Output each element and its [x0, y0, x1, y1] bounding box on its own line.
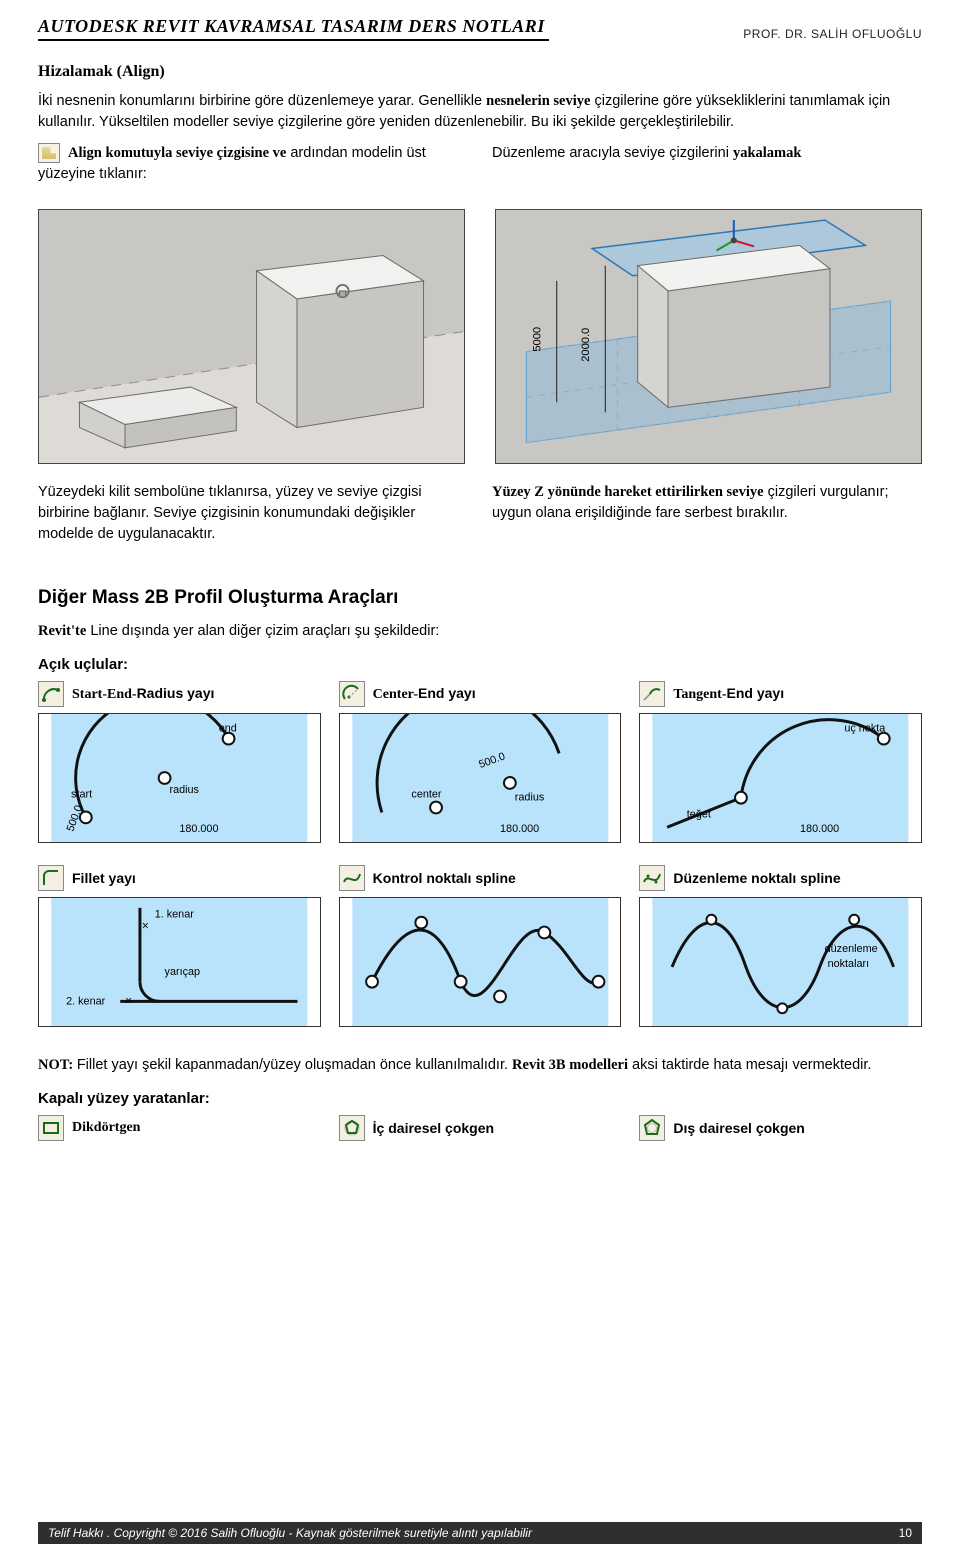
caption-right-bold: Yüzey Z yönünde hareket ettirilirken sev…	[492, 484, 764, 500]
cube	[638, 245, 830, 407]
section-title-align: Hizalamak (Align)	[38, 63, 922, 81]
figure-align-before	[38, 209, 465, 464]
closed-tools-row: Dikdörtgen İç dairesel çokgen Dış daires…	[38, 1115, 922, 1147]
tool-label: End yayı	[727, 685, 785, 701]
dim-label-2000: 2000.0	[580, 328, 592, 362]
tall-box	[257, 256, 424, 428]
note-paragraph: NOT: Fillet yayı şekil kapanmadan/yüzey …	[38, 1055, 922, 1076]
tool-label: Düzenleme noktalı spline	[673, 870, 840, 886]
doc-title: AUTODESK REVIT KAVRAMSAL TASARIM DERS NO…	[38, 14, 549, 41]
tool-label: İç dairesel çokgen	[373, 1120, 494, 1136]
lbl-kenar2: 2. kenar	[66, 995, 106, 1007]
tool-label: Kontrol noktalı spline	[373, 870, 516, 886]
tools-row-2: Fillet yayı 1. kenar 2. kenar yarıçap × …	[38, 865, 922, 1027]
spline-edit-icon	[639, 865, 665, 891]
fig1-svg	[38, 209, 465, 464]
tool-control-spline: Kontrol noktalı spline	[339, 865, 622, 1027]
note-prefix: NOT:	[38, 1057, 77, 1073]
tool-prefix: Start-End-	[72, 687, 137, 702]
tool-figure: center radius 500.0 180.000	[339, 713, 622, 843]
tool-start-end-radius: Start-End-Radius yayı start end radius 5…	[38, 681, 321, 843]
open-curves-heading: Açık uçlular:	[38, 656, 922, 673]
page-header: AUTODESK REVIT KAVRAMSAL TASARIM DERS NO…	[38, 0, 922, 41]
rectangle-icon	[38, 1115, 64, 1141]
note-a: Fillet yayı şekil kapanmadan/yüzey oluşm…	[77, 1057, 512, 1073]
tool-tangent-end: Tangent-End yayı teğet uç nokta 180.000	[639, 681, 922, 843]
note-c: aksi taktirde hata mesajı vermektedir.	[628, 1057, 871, 1073]
fig2-svg: 5000 2000.0	[495, 209, 922, 464]
tool-label: Dış dairesel çokgen	[673, 1120, 805, 1136]
align-left-caption: Align komutuyla seviye çizgisine ve ardı…	[38, 143, 468, 185]
lbl-start: start	[71, 789, 92, 801]
tools-intro-bold: Revit'te	[38, 623, 86, 639]
tool-figure: 1. kenar 2. kenar yarıçap × ×	[38, 897, 321, 1027]
dim-label-5000: 5000	[532, 327, 544, 352]
tool-circumscribed-polygon: Dış dairesel çokgen	[639, 1115, 922, 1141]
tool-label: End yayı	[418, 685, 476, 701]
closed-heading: Kapalı yüzey yaratanlar:	[38, 1090, 922, 1107]
captions-row: Yüzeydeki kilit sembolüne tıklanırsa, yü…	[38, 482, 922, 555]
note-b: Revit 3B modelleri	[512, 1057, 628, 1073]
para-em: nesnelerin seviye	[486, 93, 590, 109]
lbl-180: 180.000	[800, 823, 839, 835]
arc-start-end-radius-icon	[38, 681, 64, 707]
svg-text:×: ×	[142, 919, 149, 933]
lbl-radius: radius	[514, 792, 544, 804]
tools-row-1: Start-End-Radius yayı start end radius 5…	[38, 681, 922, 843]
caption-right: Yüzey Z yönünde hareket ettirilirken sev…	[492, 482, 922, 524]
lbl-kenar1: 1. kenar	[155, 909, 195, 921]
lbl-yaricap: yarıçap	[165, 966, 201, 978]
tool-label: Dikdörtgen	[72, 1120, 140, 1136]
tool-label: Fillet yayı	[72, 870, 136, 886]
para-text: İki nesnenin konumlarını birbirine göre …	[38, 93, 486, 109]
spline-control-icon	[339, 865, 365, 891]
arc-center-end-icon	[339, 681, 365, 707]
lbl-uc-nokta: uç nokta	[845, 723, 887, 735]
align-intro-paragraph: İki nesnenin konumlarını birbirine göre …	[38, 91, 922, 133]
figures-row-top: 5000 2000.0	[38, 209, 922, 464]
tool-rectangle: Dikdörtgen	[38, 1115, 321, 1141]
caption-left: Yüzeydeki kilit sembolüne tıklanırsa, yü…	[38, 482, 468, 545]
fillet-arc-icon	[38, 865, 64, 891]
polygon-inscribed-icon	[339, 1115, 365, 1141]
lbl-duzenleme: düzenleme	[825, 943, 878, 955]
figure-align-snap: 5000 2000.0	[495, 209, 922, 464]
align-right-text: Düzenleme aracıyla seviye çizgilerini	[492, 145, 733, 161]
tool-figure: düzenleme noktaları	[639, 897, 922, 1027]
page-footer: Telif Hakkı . Copyright © 2016 Salih Ofl…	[38, 1522, 922, 1544]
tool-fillet: Fillet yayı 1. kenar 2. kenar yarıçap × …	[38, 865, 321, 1027]
align-two-col: Align komutuyla seviye çizgisine ve ardı…	[38, 143, 922, 195]
align-icon	[38, 143, 60, 163]
author-name: PROF. DR. SALİH OFLUOĞLU	[743, 27, 922, 41]
svg-text:×: ×	[125, 993, 132, 1007]
tool-figure: teğet uç nokta 180.000	[639, 713, 922, 843]
tool-edit-spline: Düzenleme noktalı spline düzenleme nokta…	[639, 865, 922, 1027]
tool-prefix: Tangent-	[673, 687, 726, 702]
tools-intro: Revit'te Line dışında yer alan diğer çiz…	[38, 621, 922, 642]
tool-inscribed-polygon: İç dairesel çokgen	[339, 1115, 622, 1141]
lbl-radius: radius	[169, 784, 199, 796]
lbl-end: end	[219, 723, 237, 735]
align-left-bold: Align komutuyla seviye çizgisine ve	[68, 145, 286, 161]
lbl-noktalari: noktaları	[828, 958, 870, 970]
tool-center-end: Center-End yayı center radius 500.0 180.…	[339, 681, 622, 843]
lbl-center: center	[411, 789, 441, 801]
section-title-tools: Diğer Mass 2B Profil Oluşturma Araçları	[38, 587, 922, 609]
tools-intro-rest: Line dışında yer alan diğer çizim araçla…	[86, 623, 439, 639]
tool-prefix: Center-	[373, 687, 418, 702]
lbl-teget: teğet	[687, 808, 711, 820]
tool-figure: start end radius 500.0 180.000	[38, 713, 321, 843]
arc-tangent-end-icon	[639, 681, 665, 707]
polygon-circumscribed-icon	[639, 1115, 665, 1141]
align-right-bold: yakalamak	[733, 145, 802, 161]
page-number: 10	[899, 1526, 912, 1540]
tool-label: Radius yayı	[137, 685, 215, 701]
footer-text: Telif Hakkı . Copyright © 2016 Salih Ofl…	[48, 1526, 532, 1540]
tool-figure	[339, 897, 622, 1027]
align-right-caption: Düzenleme aracıyla seviye çizgilerini ya…	[492, 143, 922, 164]
lbl-180: 180.000	[179, 823, 218, 835]
lbl-180: 180.000	[500, 823, 539, 835]
